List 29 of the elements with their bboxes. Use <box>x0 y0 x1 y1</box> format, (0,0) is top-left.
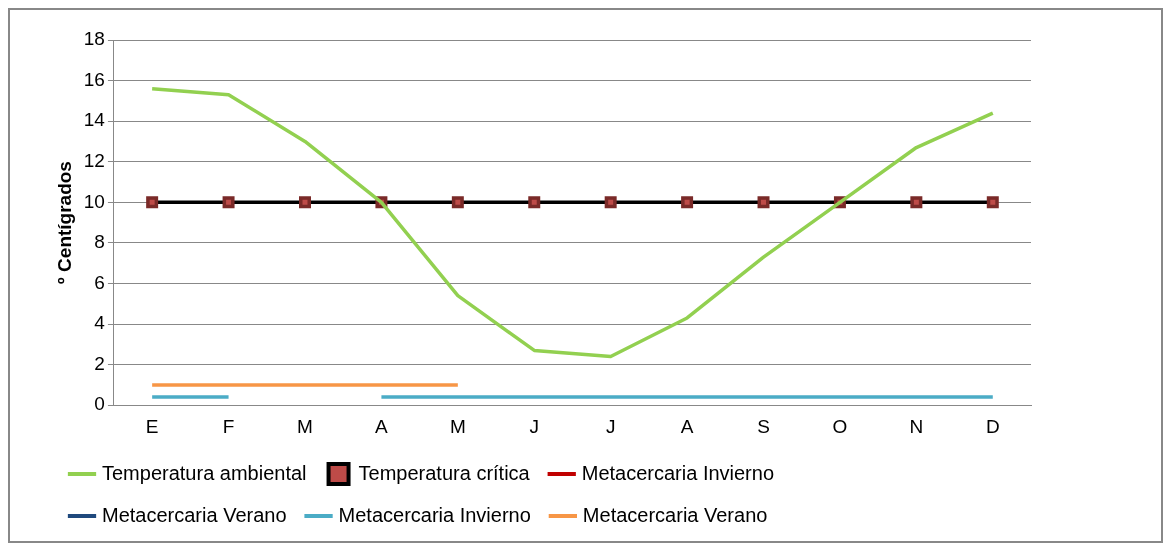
x-tick-label: E <box>145 415 159 437</box>
x-tick-label: O <box>832 415 848 437</box>
x-tick-label: J <box>605 415 616 437</box>
y-tick-label: 6 <box>94 271 105 293</box>
x-tick-label: J <box>529 415 540 437</box>
y-tick-label: 8 <box>94 231 105 253</box>
y-tick-label: 12 <box>83 149 105 171</box>
legend-label: Temperatura crítica <box>358 461 531 484</box>
y-axis-title: º Centígrados <box>53 161 75 285</box>
x-tick-label: A <box>375 415 389 437</box>
y-tick-label: 16 <box>83 68 105 90</box>
legend-label: Temperatura ambiental <box>102 461 307 484</box>
x-tick-label: M <box>449 415 466 437</box>
x-tick-label: N <box>909 415 924 437</box>
legend-label: Metacercaria Verano <box>582 503 768 526</box>
x-tick-label: D <box>985 415 1000 437</box>
x-tick-label: M <box>297 415 313 437</box>
legend-label: Metacercaria Invierno <box>338 503 531 526</box>
x-tick-label: A <box>680 415 694 437</box>
y-tick-label: 18 <box>83 28 105 50</box>
y-tick-label: 10 <box>83 190 105 212</box>
legend-label: Metacercaria Invierno <box>581 461 775 484</box>
y-tick-label: 2 <box>94 352 105 374</box>
y-tick-label: 14 <box>83 109 106 131</box>
legend-label: Metacercaria Verano <box>102 503 287 526</box>
y-tick-label: 4 <box>94 312 106 334</box>
x-tick-label: S <box>757 415 770 437</box>
x-tick-label: F <box>222 415 235 437</box>
y-tick-label: 0 <box>94 393 105 415</box>
